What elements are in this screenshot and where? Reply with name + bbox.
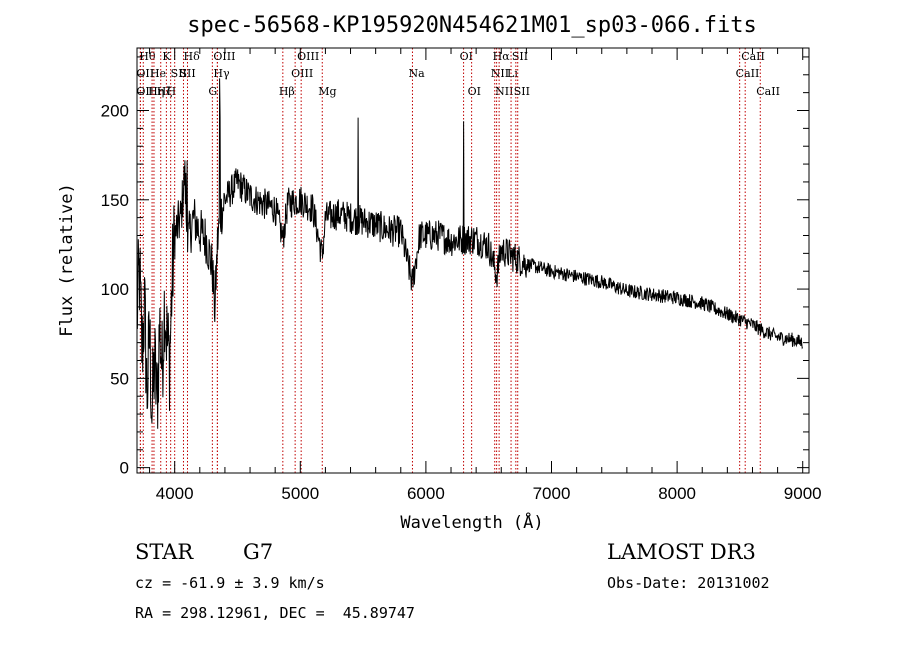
line-label-23: NII bbox=[495, 85, 513, 98]
line-label-5: Hζ bbox=[157, 85, 173, 98]
x-tick-label-5: 9000 bbox=[784, 484, 822, 503]
observation-date: Obs-Date: 20131002 bbox=[607, 574, 770, 592]
chart-title: spec-56568-KP195920N454621M01_sp03-066.f… bbox=[187, 13, 757, 38]
line-label-16: OIII bbox=[297, 50, 319, 63]
y-tick-label-0: 0 bbox=[120, 459, 129, 478]
y-tick-label-4: 200 bbox=[101, 102, 129, 121]
line-label-11: G bbox=[208, 85, 217, 98]
line-label-26: SII bbox=[514, 85, 530, 98]
line-label-25: SII bbox=[512, 50, 528, 63]
line-label-2: OII bbox=[136, 85, 154, 98]
x-tick-label-0: 4000 bbox=[156, 484, 194, 503]
line-label-20: OI bbox=[468, 85, 481, 98]
sky-coordinates: RA = 298.12961, DEC = 45.89747 bbox=[135, 604, 415, 622]
plot-frame bbox=[136, 47, 810, 474]
line-label-8: SII bbox=[171, 67, 187, 80]
x-tick-label-4: 8000 bbox=[658, 484, 696, 503]
line-label-6: K bbox=[162, 50, 171, 63]
object-class: STAR bbox=[135, 540, 194, 564]
x-tick-label-2: 6000 bbox=[407, 484, 445, 503]
line-label-29: CaII bbox=[756, 85, 780, 98]
line-label-15: OIII bbox=[291, 67, 313, 80]
line-label-18: Na bbox=[408, 67, 425, 80]
y-axis-label: Flux (relative) bbox=[57, 183, 77, 337]
line-label-13: OIII bbox=[213, 50, 235, 63]
line-label-10: Hδ bbox=[183, 50, 200, 63]
object-subclass: G7 bbox=[243, 540, 274, 564]
line-label-17: Mg bbox=[318, 85, 336, 98]
line-label-21: NII bbox=[491, 67, 509, 80]
line-label-24: Li bbox=[507, 67, 518, 80]
x-tick-label-3: 7000 bbox=[533, 484, 571, 503]
spectrum-series bbox=[136, 78, 804, 429]
x-axis-label: Wavelength (Å) bbox=[400, 511, 543, 533]
axis-ticks: 4000 5000 6000 7000 8000 9000 0 50 100 150 200 bbox=[101, 48, 822, 503]
x-tick-label-1: 5000 bbox=[281, 484, 319, 503]
line-label-28: CaII bbox=[741, 50, 765, 63]
line-label-7: H bbox=[167, 85, 177, 98]
y-tick-label-3: 150 bbox=[101, 191, 129, 210]
line-label-14: Hβ bbox=[279, 85, 295, 98]
line-label-12: Hγ bbox=[213, 67, 230, 80]
line-label-4: He bbox=[150, 67, 166, 80]
line-label-27: CaII bbox=[736, 67, 760, 80]
radial-velocity: cz = -61.9 ± 3.9 km/s bbox=[135, 574, 325, 592]
spectral-line-markers: HθOIIOIIHηHeHζKHSIISIIHδGHγOIIIHβOIIIOII… bbox=[136, 48, 780, 473]
y-tick-label-1: 50 bbox=[110, 369, 129, 388]
survey-name: LAMOST DR3 bbox=[607, 540, 756, 564]
line-label-3: Hη bbox=[148, 85, 164, 98]
line-label-19: OI bbox=[460, 50, 473, 63]
line-label-22: Hα bbox=[493, 50, 511, 63]
y-tick-label-2: 100 bbox=[101, 280, 129, 299]
